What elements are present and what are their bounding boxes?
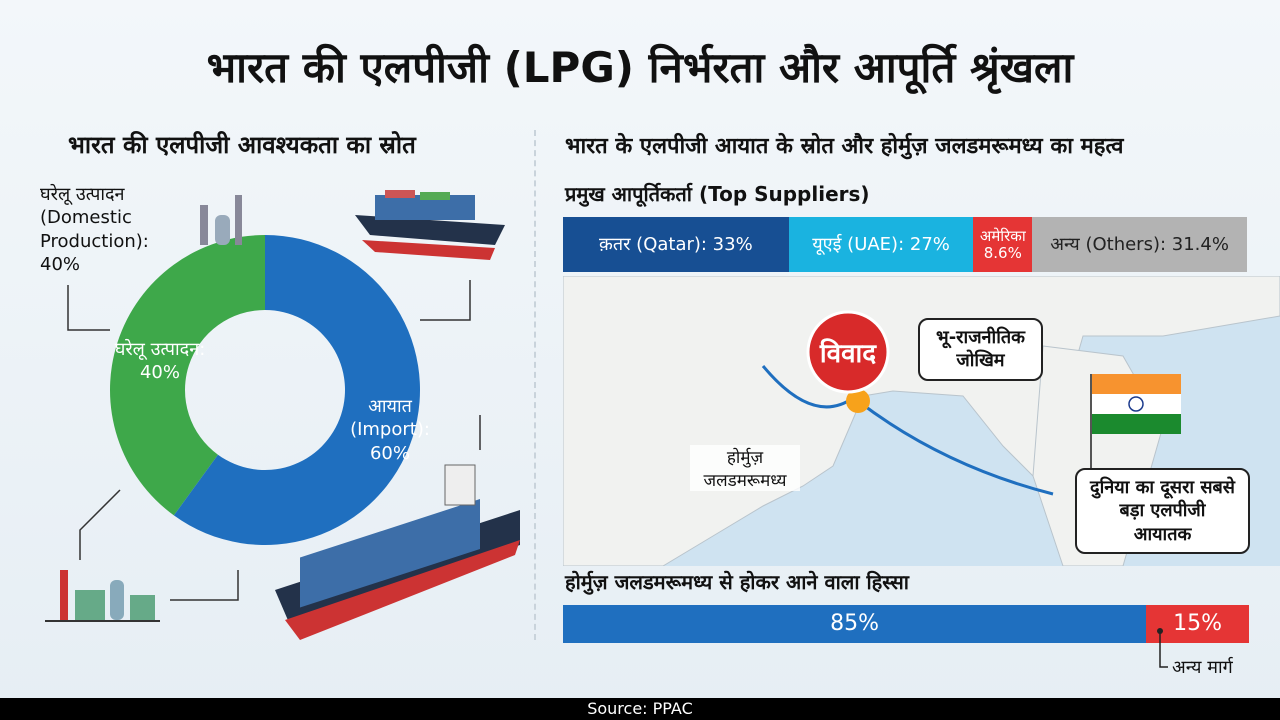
leader-line — [67, 285, 110, 331]
explosion-icon — [846, 389, 870, 413]
bar-segment: 85% — [563, 605, 1147, 643]
hormuz-share-title: होर्मुज़ जलडमरूमध्य से होकर आने वाला हिस… — [565, 570, 909, 594]
left-subtitle: भारत की एलपीजी आवश्यकता का स्रोत — [68, 131, 416, 159]
donut-chart — [45, 190, 520, 640]
india-callout: दुनिया का दूसरा सबसे बड़ा एलपीजी आयातक — [1075, 468, 1250, 555]
domestic-inner-label: घरेलू उत्पादन: 40% — [114, 339, 206, 384]
source-footer: Source: PPAC — [0, 698, 1280, 720]
geo-risk-callout: भू-राजनीतिक जोखिम — [918, 318, 1043, 381]
bar-segment: क़तर (Qatar): 33% — [563, 217, 789, 272]
page-title: भारत की एलपीजी (LPG) निर्भरता और आपूर्ति… — [206, 43, 1074, 92]
bar-segment: यूएई (UAE): 27% — [788, 217, 974, 272]
bar-segment: 15% — [1146, 605, 1249, 643]
shipping-route — [857, 399, 1054, 496]
dispute-label: विवाद — [819, 339, 877, 369]
refinery-icon — [200, 195, 242, 245]
hormuz-label: होर्मुज़ जलडमरूमध्य — [690, 445, 800, 491]
hormuz-share-bar: 85% 15% — [563, 605, 1249, 643]
other-route-label: अन्य मार्ग — [1172, 657, 1233, 678]
suppliers-bar: क़तर (Qatar): 33% यूएई (UAE): 27% अमेरिका … — [563, 217, 1247, 272]
leader-line — [79, 489, 121, 560]
leader-line — [1157, 628, 1168, 668]
donut-slice — [173, 235, 420, 545]
import-label: आयात (Import): 60% — [350, 396, 430, 464]
suppliers-title: प्रमुख आपूर्तिकर्ता (Top Suppliers) — [565, 182, 870, 206]
domestic-outer-label: घरेलू उत्पादन (Domestic Production): 40% — [40, 184, 149, 276]
leader-line — [170, 570, 239, 601]
bar-segment: अन्य (Others): 31.4% — [1032, 217, 1247, 272]
leader-line — [420, 280, 471, 321]
divider — [534, 130, 536, 640]
ship-icon — [275, 464, 520, 640]
right-subtitle: भारत के एलपीजी आयात के स्रोत और होर्मुज़… — [565, 134, 1124, 159]
dispute-badge — [806, 310, 890, 394]
land — [563, 276, 1280, 566]
donut-slice — [109, 235, 265, 516]
bar-segment: अमेरिका 8.6% — [973, 217, 1033, 272]
ship-icon — [355, 190, 505, 260]
refinery-icon — [45, 570, 160, 622]
india-flag-icon — [1090, 374, 1181, 476]
